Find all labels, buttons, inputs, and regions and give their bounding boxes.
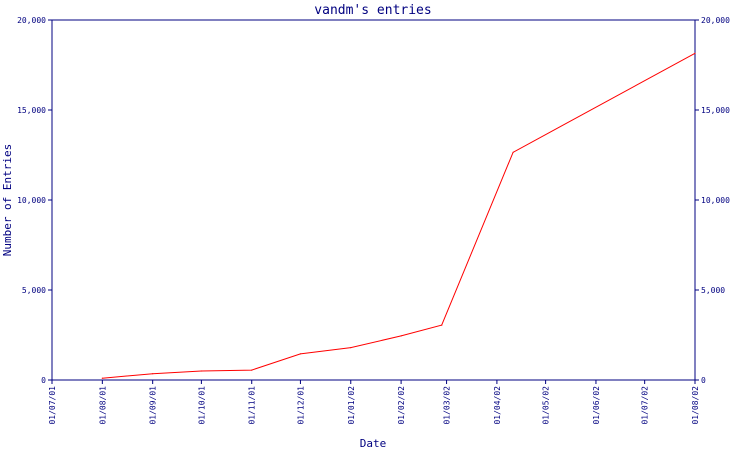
data-point [400,335,402,337]
data-point [101,377,103,379]
data-point [299,353,302,355]
x-tick-label: 01/07/01 [48,386,57,425]
y-tick-label-left: 15,000 [17,106,46,115]
y-tick-label-left: 10,000 [17,196,46,205]
x-tick-label: 01/10/01 [197,386,206,425]
data-point [350,347,352,349]
x-tick-label: 01/03/02 [443,386,452,425]
x-tick-label: 01/04/02 [493,386,502,425]
y-tick-label-left: 5,000 [22,286,46,295]
data-point [441,324,443,326]
y-tick-label-right: 5,000 [701,286,725,295]
x-axis-title: Date [360,437,387,450]
x-tick-label: 01/01/02 [347,386,356,425]
x-tick-label: 01/11/01 [248,386,257,425]
x-tick-label: 01/09/01 [149,386,158,425]
x-tick-label: 01/08/02 [691,386,700,425]
x-tick-label: 01/07/02 [641,386,650,425]
y-tick-label-left: 0 [41,376,46,385]
x-tick-label: 01/12/01 [296,386,305,425]
plot-frame [51,19,696,381]
series-line [102,52,696,379]
data-point [251,369,253,371]
data-point [512,151,514,153]
x-tick-label: 01/05/02 [542,386,551,425]
plot-area: 0 0 5,000 5,000 10,000 10,000 15,000 15,000 20,0… [17,16,730,425]
chart-title: vandm's entries [314,3,431,18]
y-tick-label-left: 20,000 [17,16,46,25]
y-tick-label-right: 15,000 [701,106,730,115]
data-point [200,370,202,372]
data-point [152,373,154,375]
y-axis-title: Number of Entries [1,144,14,257]
y-tick-label-right: 0 [701,376,706,385]
data-point [694,52,696,54]
x-tick-label: 01/06/02 [592,386,601,425]
y-tick-label-right: 10,000 [701,196,730,205]
y-tick-label-right: 20,000 [701,16,730,25]
x-tick-label: 01/08/01 [98,386,107,425]
x-tick-label: 01/02/02 [397,386,406,425]
